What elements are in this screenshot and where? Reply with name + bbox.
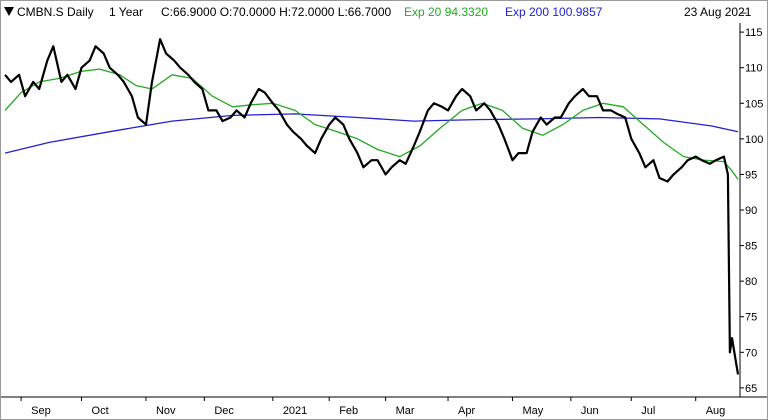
symbol-label: CMBN.S Daily	[17, 5, 94, 19]
period-label: 1 Year	[109, 5, 144, 19]
x-tick-label: Oct	[92, 405, 109, 417]
y-tick-label: 95	[745, 169, 757, 181]
x-tick-label: May	[522, 405, 543, 417]
ema200-label: Exp 200 100.9857	[505, 5, 603, 19]
date-label: 23 Aug 2021	[684, 5, 752, 19]
price-line	[4, 38, 740, 375]
series-layer	[4, 38, 740, 375]
y-tick-label: 100	[745, 134, 763, 146]
x-tick-label: Aug	[706, 405, 726, 417]
ohlc-readout: C:66.9000 O:70.0000 H:72.0000 L:66.7000	[161, 5, 392, 19]
x-tick-label: Jul	[641, 405, 655, 417]
x-tick-label: Jun	[581, 405, 599, 417]
y-tick-label: 115	[745, 27, 763, 39]
ema20-label: Exp 20 94.3320	[404, 5, 489, 19]
y-tick-label: 70	[745, 347, 757, 359]
chart-header: CMBN.S Daily 1 Year C:66.9000 O:70.0000 …	[1, 1, 767, 23]
y-tick-label: 65	[745, 383, 757, 395]
header-dash: –	[740, 5, 747, 19]
x-tick-label: Feb	[339, 405, 358, 417]
x-tick-label: 2021	[283, 405, 307, 417]
y-tick-label: 80	[745, 276, 757, 288]
y-tick-label: 85	[745, 241, 757, 253]
y-tick-label: 75	[745, 312, 757, 324]
ema200-line	[4, 113, 739, 154]
y-tick-label: 90	[745, 205, 757, 217]
axes-layer	[1, 23, 767, 401]
x-tick-label: Sep	[31, 405, 51, 417]
x-tick-label: Nov	[156, 405, 176, 417]
dropdown-triangle-icon[interactable]	[4, 7, 14, 16]
ema20-line	[4, 68, 739, 180]
x-tick-label: Apr	[458, 405, 475, 417]
x-tick-label: Dec	[214, 405, 234, 417]
y-tick-label: 110	[745, 63, 763, 75]
y-tick-label: 105	[745, 98, 763, 110]
labels-layer: 65 70 75 80 85 90 95 100 105 110 115 Sep Oct Nov Dec 20…	[31, 27, 763, 417]
x-tick-label: Mar	[396, 405, 415, 417]
